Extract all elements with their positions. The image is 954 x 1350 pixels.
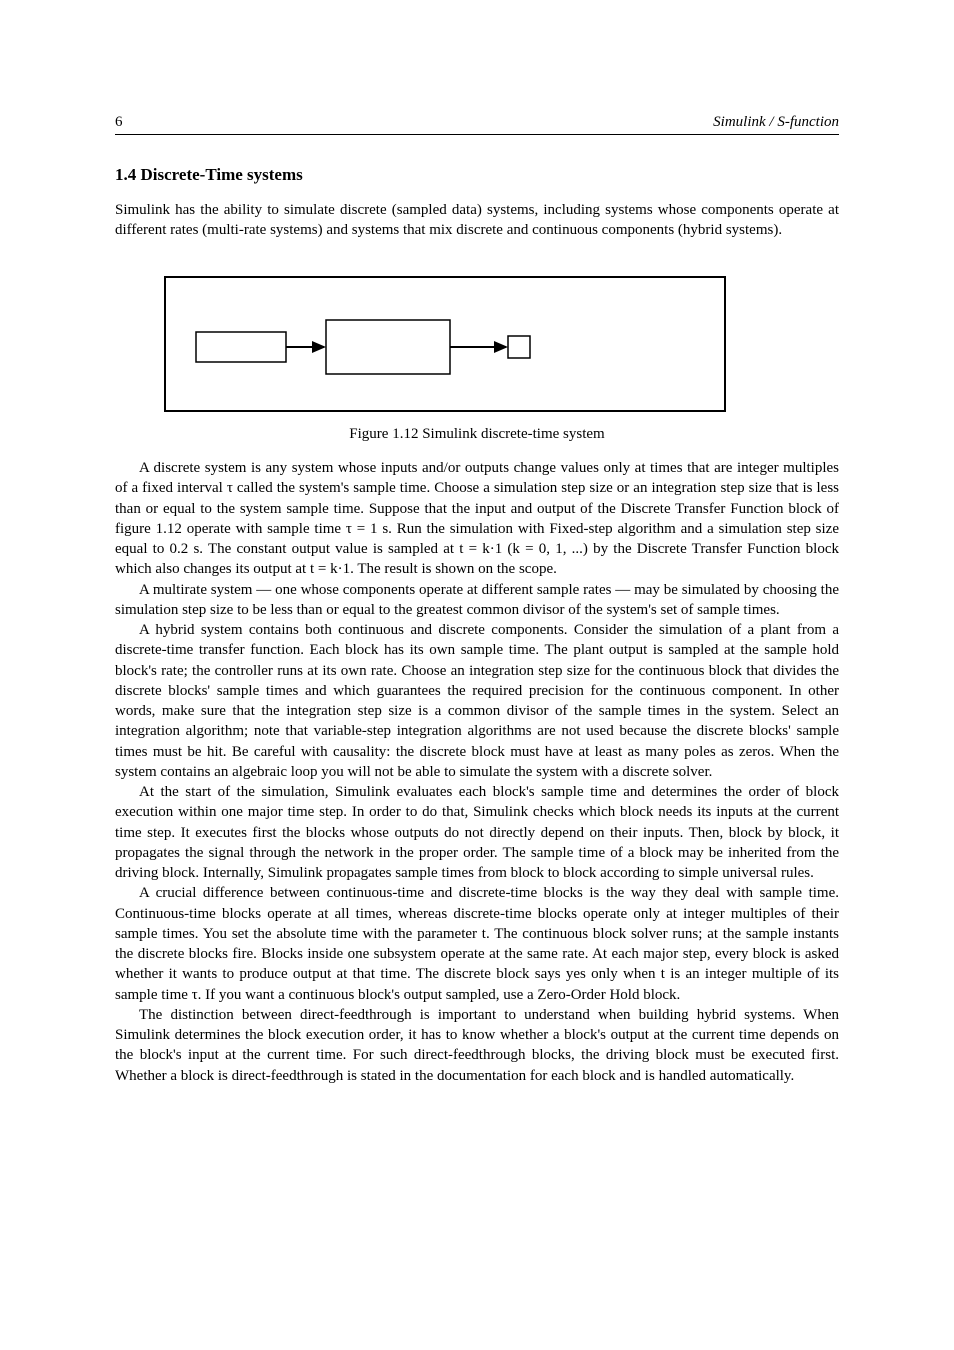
- page: 6 Simulink / S-function 1.4 Discrete-Tim…: [0, 0, 954, 1350]
- block-scope: [508, 336, 530, 358]
- body-paragraph: At the start of the simulation, Simulink…: [115, 782, 839, 883]
- header-rule: [115, 134, 839, 135]
- body-paragraph: The distinction between direct-feedthrou…: [115, 1005, 839, 1086]
- figure-caption: Figure 1.12 Simulink discrete-time syste…: [115, 424, 839, 444]
- section-heading: 1.4 Discrete-Time systems: [115, 164, 303, 187]
- body-paragraph: A multirate system — one whose component…: [115, 580, 839, 621]
- body-text: A discrete system is any system whose in…: [115, 458, 839, 1086]
- page-header-right: Simulink / S-function: [713, 112, 839, 132]
- block-diagram-svg: [166, 278, 724, 410]
- body-paragraph: A hybrid system contains both continuous…: [115, 620, 839, 782]
- intro-paragraph: Simulink has the ability to simulate dis…: [115, 200, 839, 241]
- block-discrete-tf: [326, 320, 450, 374]
- figure-frame: [164, 276, 726, 412]
- page-number: 6: [115, 112, 123, 132]
- body-paragraph: A crucial difference between continuous-…: [115, 883, 839, 1005]
- block-constant: [196, 332, 286, 362]
- body-paragraph: A discrete system is any system whose in…: [115, 458, 839, 580]
